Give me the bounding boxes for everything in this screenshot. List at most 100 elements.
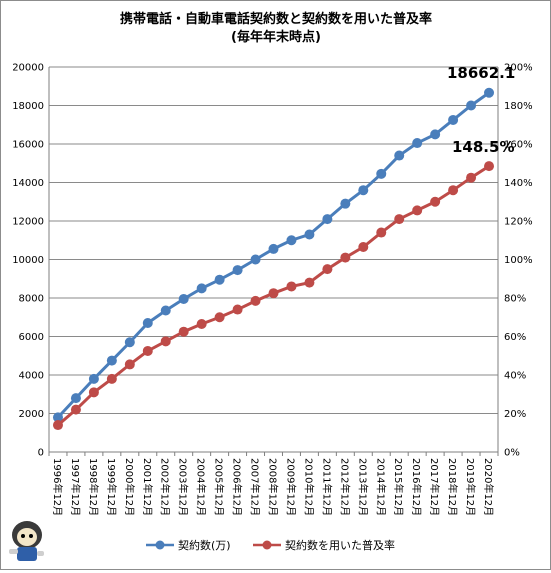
y-right-tick-label: 140% — [504, 178, 533, 189]
data-point-count — [52, 412, 63, 423]
data-point-rate — [106, 373, 117, 384]
x-tick-label: 2005年12月 — [213, 458, 226, 516]
y-right-tick-label: 20% — [504, 409, 526, 420]
data-point-count — [376, 168, 387, 179]
axes: 0 2000 4000 6000 8000 10000 12000 14000 16000 180… — [12, 63, 532, 517]
data-point-rate — [340, 252, 351, 263]
data-point-count — [430, 129, 441, 140]
data-point-count — [88, 373, 99, 384]
y-left-tick-label: 0 — [38, 448, 44, 459]
x-tick-label: 2010年12月 — [302, 458, 315, 516]
x-tick-label: 2002年12月 — [159, 458, 172, 516]
data-point-count — [70, 393, 81, 404]
data-point-count — [142, 318, 153, 329]
x-tick-label: 2019年12月 — [464, 458, 477, 516]
y-left-tick-label: 10000 — [12, 255, 44, 266]
legend-item-rate: 契約数を用いた普及率 — [253, 538, 395, 552]
x-tick-label: 2001年12月 — [141, 458, 154, 516]
chart-subtitle: (毎年年末時点) — [231, 29, 321, 45]
data-point-rate — [376, 227, 387, 238]
data-point-rate — [142, 345, 153, 356]
y-left-tick-label: 14000 — [12, 178, 44, 189]
x-tick-label: 2003年12月 — [177, 458, 190, 516]
data-point-rate — [412, 205, 423, 216]
data-point-rate — [88, 387, 99, 398]
x-tick-label: 2004年12月 — [195, 458, 208, 516]
x-tick-label: 2006年12月 — [231, 458, 244, 516]
data-point-count — [124, 337, 135, 348]
y-right-tick-label: 60% — [504, 332, 526, 343]
last-rate-callout: 148.5% — [452, 138, 514, 156]
legend-label-rate: 契約数を用いた普及率 — [285, 538, 395, 552]
data-point-count — [268, 243, 279, 254]
data-point-rate — [448, 185, 459, 196]
data-point-count — [196, 283, 207, 294]
data-point-rate — [286, 281, 297, 292]
y-left-tick-label: 16000 — [12, 140, 44, 151]
y-left-tick-label: 2000 — [19, 409, 44, 420]
x-tick-label: 2011年12月 — [320, 458, 333, 516]
data-point-rate — [484, 161, 495, 172]
y-right-tick-label: 180% — [504, 101, 533, 112]
y-right-tick-label: 160% — [504, 140, 533, 151]
y-left-tick-label: 20000 — [12, 63, 44, 74]
data-point-count — [304, 229, 315, 240]
y-right-tick-label: 40% — [504, 371, 526, 382]
data-point-rate — [322, 264, 333, 275]
data-point-rate — [232, 304, 243, 315]
data-point-count — [340, 198, 351, 209]
y-right-tick-label: 0% — [504, 448, 520, 459]
data-point-rate — [466, 172, 477, 183]
data-point-count — [250, 254, 261, 265]
data-point-rate — [430, 196, 441, 207]
x-tick-label: 2017年12月 — [428, 458, 441, 516]
data-point-rate — [214, 312, 225, 323]
x-tick-label: 2014年12月 — [374, 458, 387, 516]
data-point-count — [178, 293, 189, 304]
y-right-tick-label: 80% — [504, 294, 526, 305]
data-point-rate — [52, 420, 63, 431]
x-tick-label: 1997年12月 — [69, 458, 82, 516]
data-point-count — [412, 138, 423, 149]
y-right-tick-label: 200% — [504, 63, 533, 74]
x-tick-label: 2016年12月 — [410, 458, 423, 516]
x-tick-label: 2008年12月 — [267, 458, 280, 516]
data-point-rate — [196, 318, 207, 329]
data-point-count — [484, 87, 495, 98]
data-point-count — [322, 214, 333, 225]
y-left-tick-label: 6000 — [19, 332, 44, 343]
x-tick-label: 2013年12月 — [356, 458, 369, 516]
x-tick-label: 2018年12月 — [446, 458, 459, 516]
data-point-rate — [268, 288, 279, 299]
data-point-rate — [70, 404, 81, 415]
mascot-logo — [9, 521, 44, 561]
gridlines — [49, 66, 498, 453]
data-point-rate — [358, 241, 369, 252]
x-tick-label: 1999年12月 — [105, 458, 118, 516]
data-point-count — [466, 100, 477, 111]
x-tick-label: 2015年12月 — [392, 458, 405, 516]
data-point-count — [106, 355, 117, 366]
data-point-count — [448, 114, 459, 125]
x-tick-label: 2007年12月 — [249, 458, 262, 516]
data-point-rate — [124, 359, 135, 370]
data-point-count — [160, 305, 171, 316]
x-tick-label: 1996年12月 — [51, 458, 64, 516]
data-point-count — [286, 235, 297, 246]
data-point-count — [232, 265, 243, 276]
data-point-count — [214, 274, 225, 285]
y-left-tick-label: 8000 — [19, 294, 44, 305]
y-left-tick-label: 4000 — [19, 371, 44, 382]
last-count-callout: 18662.1 — [447, 64, 515, 82]
x-tick-label: 2020年12月 — [482, 458, 495, 516]
x-tick-label: 2000年12月 — [123, 458, 136, 516]
legend-label-count: 契約数(万) — [178, 538, 231, 552]
x-tick-label: 2009年12月 — [284, 458, 297, 516]
data-point-rate — [160, 336, 171, 347]
data-point-count — [394, 150, 405, 161]
y-left-tick-label: 18000 — [12, 101, 44, 112]
data-point-rate — [178, 326, 189, 337]
series-lines — [52, 87, 495, 431]
